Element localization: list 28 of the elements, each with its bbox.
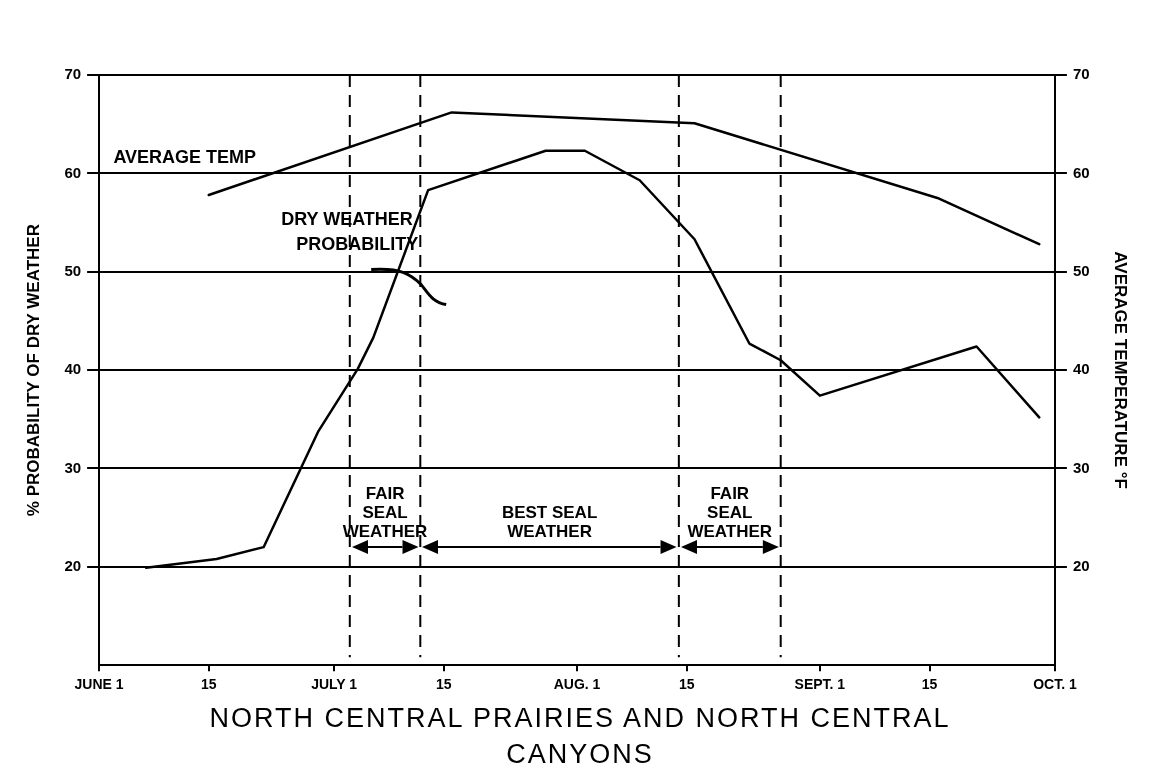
x-axis-title: NORTH CENTRAL PRAIRIES AND NORTH CENTRAL CANYONS bbox=[208, 702, 952, 771]
x-tick-label: OCT. 1 bbox=[1033, 676, 1077, 693]
y2-tick-label: 60 bbox=[1072, 163, 1090, 181]
y-tick-label: 60 bbox=[64, 163, 82, 181]
x-tick-label: 15 bbox=[678, 676, 695, 693]
x-tick-label: JUNE 1 bbox=[74, 676, 124, 693]
x-tick-label: SEPT. 1 bbox=[794, 676, 846, 693]
y2-tick-label: 20 bbox=[1072, 556, 1090, 574]
x-tick-label: JULY 1 bbox=[311, 676, 358, 693]
y-tick-label: 40 bbox=[64, 360, 82, 378]
y2-tick-label: 70 bbox=[1072, 65, 1090, 83]
annotation: BEST SEAL WEATHER bbox=[501, 503, 598, 542]
y-tick-label: 70 bbox=[64, 65, 82, 83]
y2-tick-label: 40 bbox=[1072, 360, 1090, 378]
x-tick-label: 15 bbox=[921, 676, 938, 693]
y2-tick-label: 50 bbox=[1072, 261, 1090, 279]
x-tick-label: AUG. 1 bbox=[553, 676, 601, 693]
series-label: AVERAGE TEMP bbox=[113, 146, 257, 167]
annotation: FAIR SEAL WEATHER bbox=[687, 484, 773, 542]
y-tick-label: 30 bbox=[64, 458, 82, 476]
x-tick-label: 15 bbox=[200, 676, 217, 693]
y-tick-label: 50 bbox=[64, 261, 82, 279]
y-tick-label: 20 bbox=[64, 556, 82, 574]
annotation: FAIR SEAL WEATHER bbox=[342, 484, 428, 542]
y2-tick-label: 30 bbox=[1072, 458, 1090, 476]
y2-axis-title: AVERAGE TEMPERATURE °F bbox=[1111, 251, 1131, 489]
x-tick-label: 15 bbox=[436, 676, 452, 693]
y-axis-title: % PROBABILITY OF DRY WEATHER bbox=[23, 224, 43, 517]
